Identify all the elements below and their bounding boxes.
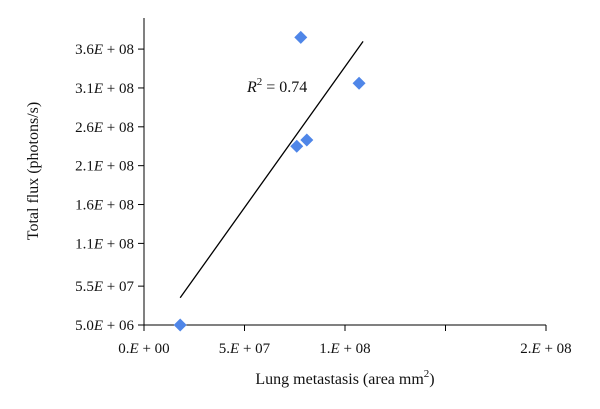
y-tick-label: 3.1E + 08 xyxy=(75,81,134,97)
y-tick-label: 5.0E + 06 xyxy=(75,318,134,334)
y-tick-label: 2.6E + 08 xyxy=(75,120,134,136)
y-tick-label: 3.6E + 08 xyxy=(75,42,134,58)
y-tick-label: 1.6E + 08 xyxy=(75,198,134,214)
data-point xyxy=(290,139,304,153)
x-axis-label-superscript: 2 xyxy=(424,368,430,380)
r-squared-symbol: R xyxy=(246,79,257,96)
data-point xyxy=(294,30,308,44)
x-axis-label: Lung metastasis (area mm2) xyxy=(255,368,434,388)
y-axis-label: Total flux (photons/s) xyxy=(25,102,42,240)
x-tick-label: 2.E + 08 xyxy=(520,341,571,357)
x-tick-label: 1.E + 08 xyxy=(319,341,370,357)
x-tick-label: 0.E + 00 xyxy=(118,341,169,357)
r-squared-superscript: 2 xyxy=(257,76,263,88)
data-point xyxy=(300,133,314,147)
r-squared-annotation: R2 = 0.74 xyxy=(246,76,307,96)
r-squared-value: = 0.74 xyxy=(262,79,307,96)
x-tick-label: 5.E + 07 xyxy=(219,341,271,357)
x-axis-label-text: Lung metastasis (area mm xyxy=(255,371,424,388)
data-point xyxy=(173,318,187,332)
y-tick-label: 1.1E + 08 xyxy=(75,236,134,252)
plot-area: 5.0E + 06 5.5E + 07 1.1E + 08 1.6E + 08 2.1E… xyxy=(75,18,572,357)
trend-line xyxy=(179,40,364,299)
y-tick-label: 5.5E + 07 xyxy=(75,279,134,295)
x-axis-label-close: ) xyxy=(429,371,434,388)
data-point xyxy=(352,76,366,90)
y-tick-label: 2.1E + 08 xyxy=(75,159,134,175)
